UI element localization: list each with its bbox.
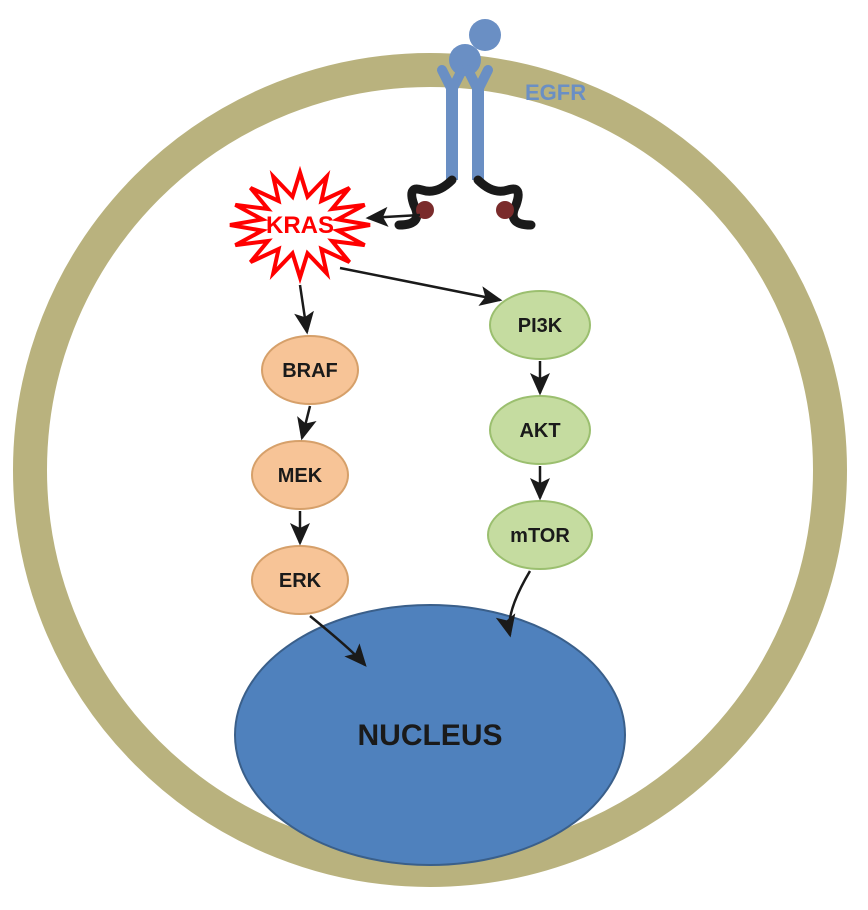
pi3k-label: PI3K — [518, 315, 563, 337]
braf-label: BRAF — [282, 360, 338, 382]
nucleus-label: NUCLEUS — [357, 719, 502, 752]
mtor-label: mTOR — [510, 525, 570, 547]
kras-label: KRAS — [266, 212, 334, 239]
egfr-label: EGFR — [525, 80, 586, 105]
erk-label: ERK — [279, 570, 322, 592]
diagram-canvas: NUCLEUS EGFR KRAS BRAF MEK ERK PI3K AKT mTOR — [0, 0, 868, 905]
akt-label: AKT — [519, 420, 560, 442]
mek-label: MEK — [278, 465, 323, 487]
arrow-2 — [340, 268, 500, 300]
egfr-receptor — [399, 19, 531, 225]
diagram-svg: NUCLEUS EGFR KRAS BRAF MEK ERK PI3K AKT mTOR — [0, 0, 868, 905]
arrow-1 — [300, 285, 307, 332]
arrow-3 — [302, 406, 310, 438]
